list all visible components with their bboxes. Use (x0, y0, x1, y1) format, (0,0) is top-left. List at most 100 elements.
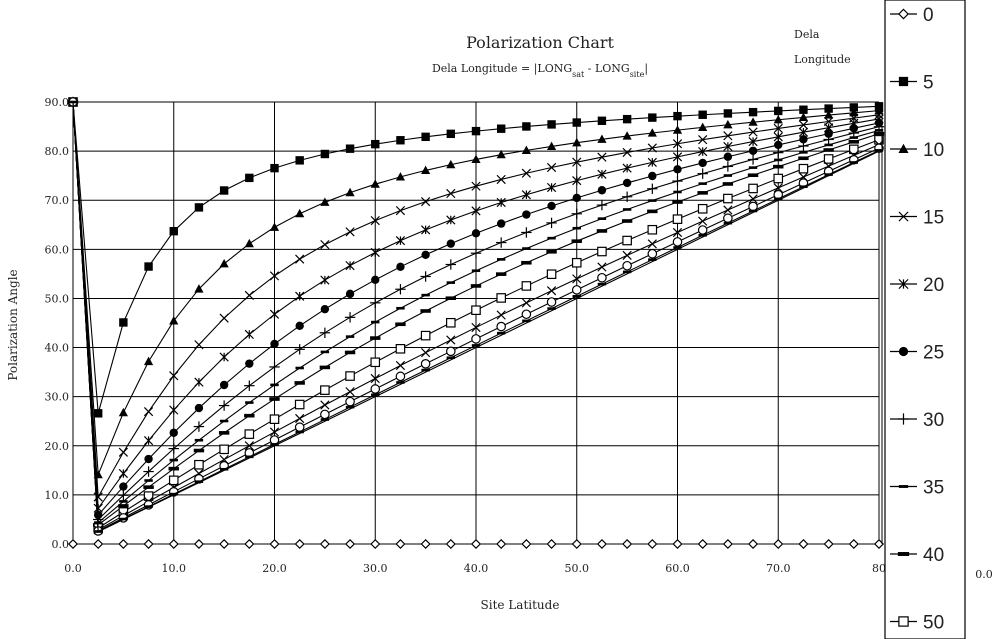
data-point (320, 409, 330, 420)
legend-box (884, 0, 966, 639)
data-point (168, 538, 179, 550)
data-point (672, 237, 683, 247)
data-point (622, 147, 632, 158)
data-point (672, 214, 683, 224)
data-point (471, 269, 481, 273)
data-point (798, 112, 809, 121)
data-point (169, 492, 178, 496)
data-point (897, 413, 910, 425)
data-point (421, 368, 430, 372)
data-point (799, 185, 808, 189)
x-tick-label: 80 (872, 562, 886, 575)
data-point (395, 371, 406, 382)
data-point (898, 76, 909, 87)
data-point (345, 405, 355, 409)
data-point (219, 538, 230, 550)
data-point (143, 356, 154, 366)
legend-label: 15 (923, 208, 944, 229)
data-point (496, 331, 506, 335)
data-point (799, 105, 808, 114)
data-point (672, 200, 683, 204)
data-point (295, 208, 305, 218)
data-point (597, 134, 607, 143)
data-point (370, 357, 381, 368)
data-point (597, 169, 607, 179)
data-point (294, 381, 305, 385)
x-axis-label: Site Latitude (481, 598, 560, 612)
legend-item-25: 25 (890, 343, 944, 364)
data-point (169, 371, 179, 381)
data-point (421, 293, 430, 297)
data-point (648, 199, 657, 202)
data-point (571, 208, 582, 219)
data-point (521, 227, 532, 238)
data-point (470, 284, 482, 288)
data-point (244, 441, 254, 451)
data-point (371, 139, 380, 149)
data-point (673, 190, 682, 194)
data-point (697, 203, 708, 214)
data-point (445, 259, 457, 270)
data-point (774, 197, 783, 201)
data-point (118, 504, 129, 508)
data-point (421, 132, 430, 142)
data-point (723, 205, 733, 215)
data-point (572, 176, 582, 186)
data-point (269, 427, 280, 437)
data-point (798, 538, 809, 550)
data-point (849, 103, 859, 112)
data-point (143, 485, 154, 489)
data-point (219, 259, 229, 268)
data-point (773, 132, 783, 142)
series-15 (68, 97, 884, 502)
data-point (748, 166, 758, 169)
data-point (672, 125, 683, 134)
data-point (446, 281, 456, 284)
data-point (824, 143, 833, 147)
data-point (169, 458, 178, 462)
data-point (496, 321, 506, 332)
data-point (496, 197, 506, 208)
data-point (194, 438, 204, 442)
data-point (773, 114, 783, 124)
legend-label: 30 (923, 410, 944, 431)
data-point (898, 346, 909, 357)
data-point (496, 174, 506, 185)
x-tick-label: 0.0 (64, 562, 82, 575)
data-point (270, 163, 279, 173)
data-point (621, 191, 633, 202)
data-point (421, 348, 431, 358)
data-point (547, 236, 556, 240)
data-point (798, 140, 809, 152)
data-point (345, 260, 355, 271)
data-point (773, 164, 784, 169)
data-point (370, 384, 381, 394)
data-point (370, 179, 380, 188)
data-point (245, 401, 254, 404)
data-point (647, 239, 657, 249)
data-point (169, 226, 178, 236)
data-point (898, 485, 909, 488)
data-point (446, 129, 456, 139)
legend: 0 5 10 15 20 25 30 35 40 50 (884, 0, 966, 639)
data-point (446, 356, 456, 360)
data-point (698, 233, 707, 237)
data-point (496, 293, 506, 303)
data-point (673, 165, 682, 174)
data-point (295, 430, 304, 434)
data-point (546, 286, 557, 296)
data-point (622, 178, 632, 188)
data-point (622, 270, 632, 274)
data-point (698, 110, 707, 119)
data-point (672, 175, 683, 187)
x-tick-label: 50.0 (565, 562, 590, 575)
data-point (647, 157, 657, 167)
data-point (420, 309, 431, 313)
data-point (823, 148, 834, 152)
data-point (320, 350, 330, 354)
data-point (118, 447, 128, 457)
data-point (344, 350, 356, 355)
y-tick-label: 30.0 (45, 391, 70, 404)
data-point (193, 448, 205, 453)
data-point (848, 538, 859, 550)
